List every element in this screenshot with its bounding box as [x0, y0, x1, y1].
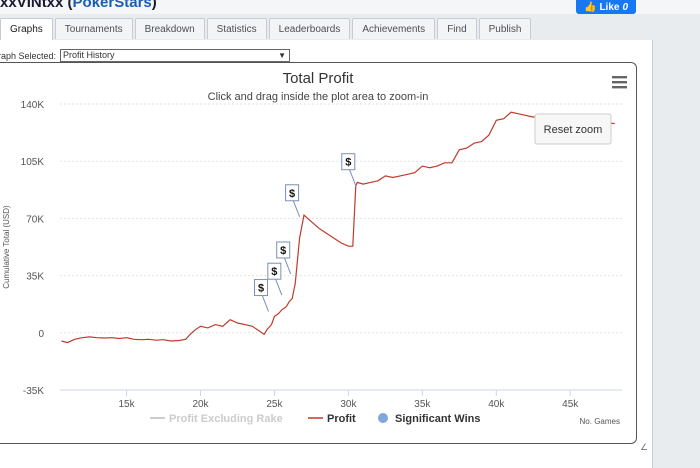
main-tabs: Graphs Tournaments Breakdown Statistics … — [0, 18, 532, 40]
y-tick-label: 140K — [21, 100, 45, 111]
like-label: Like — [599, 1, 620, 13]
x-tick-label: 45k — [562, 399, 579, 410]
top-bar: xxVINtxx (PokerStars) 👍 Like 0 — [0, 0, 700, 14]
significant-win-stem — [283, 255, 292, 275]
tab-find[interactable]: Find — [437, 18, 477, 39]
site-link[interactable]: PokerStars — [72, 0, 152, 11]
y-tick-label: 0 — [38, 329, 44, 340]
tab-breakdown[interactable]: Breakdown — [134, 18, 205, 39]
chart-container: Total Profit Click and drag inside the pl… — [0, 62, 637, 444]
hamburger-icon[interactable] — [612, 81, 627, 84]
significant-win-flag[interactable] — [341, 153, 356, 171]
reset-zoom-label: Reset zoom — [544, 124, 603, 136]
hamburger-icon[interactable] — [612, 76, 627, 79]
significant-win-flag[interactable] — [254, 279, 269, 297]
legend-swatch-significant-wins — [378, 413, 388, 423]
significant-win-flag[interactable] — [285, 184, 300, 202]
reset-zoom-button[interactable] — [534, 113, 612, 145]
legend-label-significant-wins: Significant Wins — [395, 413, 480, 425]
like-count: 0 — [622, 1, 629, 13]
significant-win-stem — [292, 198, 301, 217]
chart-subtitle: Click and drag inside the plot area to z… — [208, 91, 429, 103]
graph-selector-label: raph Selected: — [0, 50, 57, 61]
chevron-down-icon: ▼ — [278, 51, 287, 60]
hamburger-icon[interactable] — [612, 86, 627, 89]
player-title: xxVINtxx (PokerStars) — [0, 0, 157, 11]
tab-tournaments[interactable]: Tournaments — [54, 18, 133, 39]
significant-win-symbol: $ — [271, 266, 277, 278]
significant-win-stem — [348, 167, 357, 186]
tab-leaderboards[interactable]: Leaderboards — [268, 18, 351, 39]
y-tick-label: -35K — [23, 386, 44, 397]
x-tick-label: 40k — [488, 399, 505, 410]
x-tick-label: 25k — [266, 399, 283, 410]
y-tick-label: 70K — [26, 214, 44, 225]
significant-win-symbol: $ — [345, 157, 351, 169]
tab-graphs[interactable]: Graphs — [0, 18, 53, 40]
tab-publish[interactable]: Publish — [478, 18, 532, 39]
legend-label-profit: Profit — [327, 413, 356, 425]
x-tick-label: 35k — [414, 399, 431, 410]
player-name: xxVINtxx — [0, 0, 64, 11]
significant-win-symbol: $ — [280, 245, 286, 257]
legend-label-excl-rake: Profit Excluding Rake — [169, 413, 283, 425]
thumbs-up-icon: 👍 — [583, 1, 597, 13]
y-tick-label: 105K — [21, 157, 45, 168]
significant-win-stem — [261, 293, 269, 312]
significant-win-flag[interactable] — [267, 262, 282, 280]
significant-win-flag[interactable] — [276, 241, 291, 259]
site-prefix: ( — [63, 0, 73, 11]
significant-win-symbol: $ — [258, 283, 264, 295]
x-tick-label: 15k — [118, 399, 135, 410]
no-games-label: No. Games — [580, 417, 620, 426]
graph-selector: raph Selected: Profit History ▼ — [0, 49, 291, 62]
site-suffix: ) — [151, 0, 157, 11]
profit-chart[interactable]: Total Profit Click and drag inside the pl… — [0, 63, 636, 443]
tab-statistics[interactable]: Statistics — [206, 18, 267, 39]
x-tick-label: 30k — [340, 399, 357, 410]
y-tick-label: 35K — [26, 272, 44, 283]
significant-win-symbol: $ — [289, 188, 295, 200]
graph-select-dropdown[interactable]: Profit History ▼ — [60, 49, 291, 62]
profit-series-line — [61, 111, 615, 344]
x-tick-label: 20k — [192, 399, 209, 410]
significant-win-stem — [274, 277, 283, 296]
facebook-like-button[interactable]: 👍 Like 0 — [576, 0, 636, 14]
chart-title: Total Profit — [283, 70, 355, 87]
graph-select-value: Profit History — [63, 50, 115, 60]
tab-achievements[interactable]: Achievements — [352, 18, 436, 39]
resize-grip-icon[interactable]: ∠ — [640, 442, 649, 452]
y-axis-title: Cumulative Total (USD) — [2, 205, 11, 289]
